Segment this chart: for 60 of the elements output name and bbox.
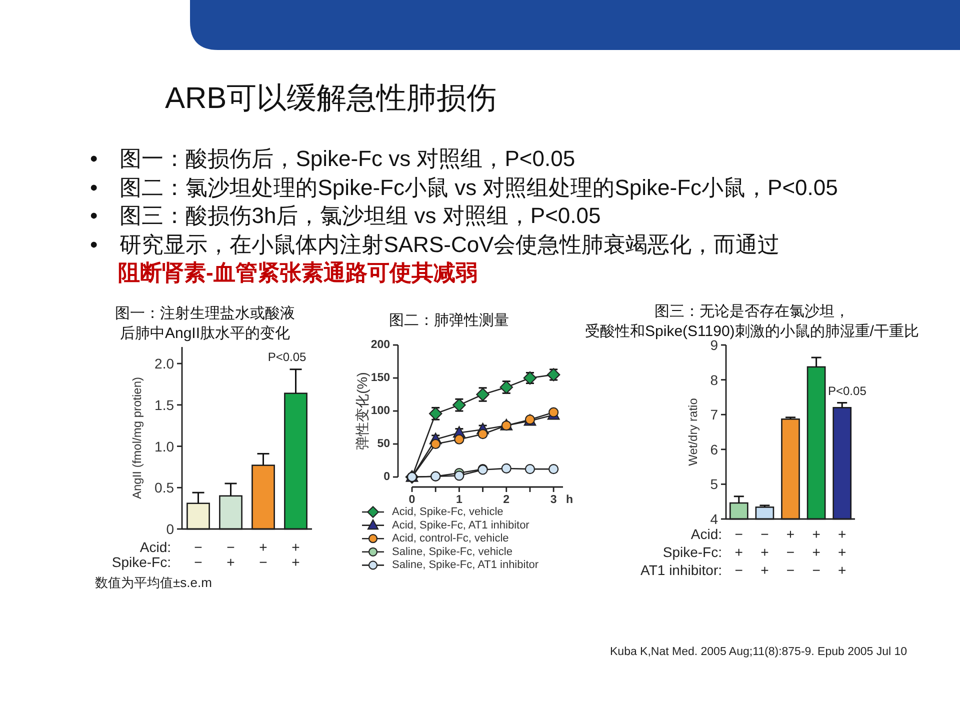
text: Spike-Fc:	[662, 544, 722, 560]
legend-label: Saline, Spike-Fc, vehicle	[392, 546, 512, 558]
legend-item: Acid, control-Fc, vehicle	[362, 532, 509, 545]
text: AT1 inhibitor:	[640, 562, 722, 578]
x-tick-label: + −	[259, 539, 268, 570]
text: Acid:	[690, 526, 722, 542]
text: Acid:	[140, 539, 171, 555]
y-tick-label: 2.0	[154, 356, 174, 372]
text: 阻断肾素-血管紧张素通路可使其减弱	[118, 259, 478, 287]
x-tick-label: − −	[194, 539, 202, 570]
y-tick-label: 6	[710, 441, 718, 458]
text: ARB可以缓解急性肺损伤	[165, 81, 497, 117]
x-tick-label: 2	[503, 494, 510, 506]
x-tick-label: + − −	[786, 526, 795, 578]
y-tick-label: 0.5	[154, 480, 174, 496]
y-tick-label: 9	[710, 337, 718, 353]
text: • 图二：氯沙坦处理的Spike-Fc小鼠 vs 对照组处理的Spike-Fc小鼠，P<0.05	[90, 174, 838, 200]
x-tick-label: − + +	[760, 526, 769, 578]
legend-item: Acid, Spike-Fc, AT1 inhibitor	[362, 518, 530, 532]
text: Kuba K,Nat Med. 2005 Aug;11(8):875-9. Epub 2005 Jul 10	[610, 646, 908, 658]
legend-label: Acid, control-Fc, vehicle	[392, 532, 509, 545]
y-tick-label: 1.5	[154, 396, 174, 413]
x-tick-label: 0	[408, 494, 416, 506]
y-axis-title: Wet/dry ratio	[686, 398, 700, 466]
text: Spike-Fc:	[112, 554, 171, 570]
y-tick-label: 7	[710, 406, 718, 423]
y-axis-title: 弹性变化(%)	[354, 372, 370, 450]
text: 数值为平均值±s.e.m	[95, 575, 212, 590]
x-tick-label: + + −	[812, 526, 820, 578]
y-tick-label: 100	[370, 405, 390, 417]
annotation: P<0.05	[268, 350, 307, 364]
y-tick-label: 0	[384, 471, 390, 483]
y-tick-label: 1.0	[154, 438, 174, 454]
y-tick-label: 200	[370, 339, 390, 351]
x-tick-label: + +	[292, 539, 300, 570]
legend-item: Acid, Spike-Fc, vehicle	[362, 506, 504, 518]
x-tick-label: + + +	[838, 526, 846, 578]
x-tick-label: 1	[456, 494, 463, 506]
legend-item: Saline, Spike-Fc, vehicle	[362, 546, 512, 558]
legend-label: Acid, Spike-Fc, vehicle	[392, 506, 504, 518]
chart-title: 图一：注射生理盐水或酸液后肺中AngII肽水平的变化	[115, 305, 295, 342]
text: • 研究显示，在小鼠体内注射SARS-CoV会使急性肺衰竭恶化，而通过	[90, 232, 780, 256]
chart-title: 图三：无论是否存在氯沙坦，受酸性和Spike(S1190)刺激的小鼠的肺湿重/干重比	[585, 303, 919, 340]
legend-label: Saline, Spike-Fc, AT1 inhibitor	[392, 559, 539, 572]
legend-label: Acid, Spike-Fc, AT1 inhibitor	[392, 519, 530, 532]
y-tick-label: 5	[710, 476, 718, 492]
legend-item: Saline, Spike-Fc, AT1 inhibitor	[362, 559, 539, 572]
y-tick-label: 150	[370, 372, 390, 384]
x-tick-label: − + −	[734, 526, 743, 578]
y-tick-label: 4	[710, 511, 718, 527]
x-axis-title: h	[566, 494, 574, 506]
y-tick-label: 50	[377, 438, 390, 450]
text: • 图三：酸损伤3h后，氯沙坦组 vs 对照组，P<0.05	[90, 203, 601, 228]
chart-title: 图二：肺弹性测量	[389, 312, 509, 329]
text: • 图一：酸损伤后，Spike-Fc vs 对照组，P<0.05	[90, 146, 576, 171]
x-tick-label: − +	[226, 539, 235, 570]
annotation: P<0.05	[828, 384, 867, 398]
x-tick-label: 3	[550, 494, 557, 506]
y-tick-label: 8	[710, 372, 718, 388]
y-axis-title: AngII (fmol/mg protien)	[130, 376, 144, 500]
